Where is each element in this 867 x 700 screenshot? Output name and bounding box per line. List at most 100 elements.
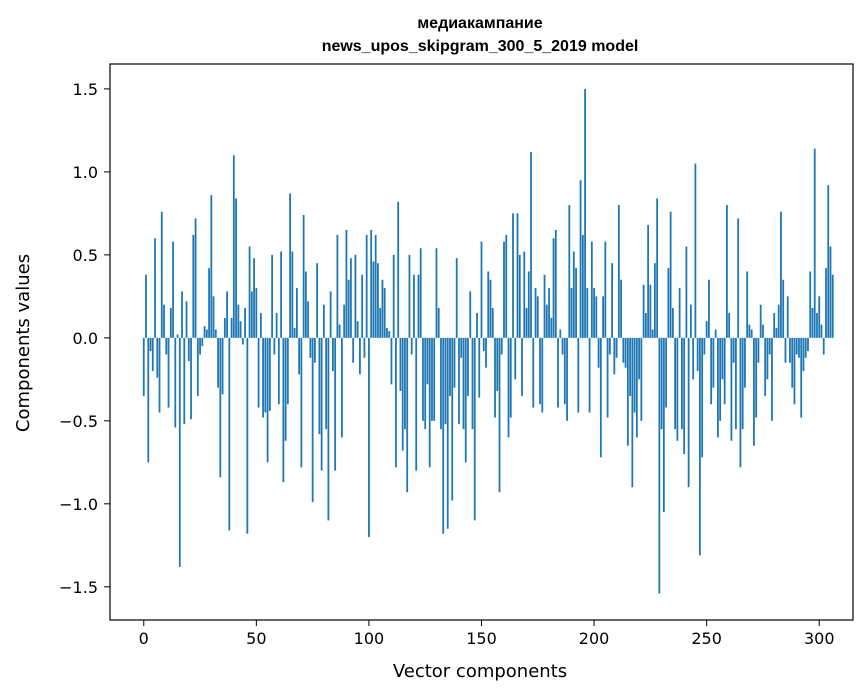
bar <box>419 248 422 338</box>
bar <box>744 337 746 388</box>
bar <box>692 337 695 380</box>
bar <box>304 271 307 338</box>
bar <box>489 279 492 338</box>
bar <box>512 213 514 338</box>
bar <box>561 337 564 355</box>
bar <box>545 304 548 338</box>
bar <box>205 329 208 338</box>
bar <box>158 337 161 413</box>
bar <box>683 337 686 455</box>
bar <box>818 296 821 338</box>
bar <box>471 337 474 430</box>
bar <box>226 291 228 338</box>
bar <box>649 284 652 338</box>
bar <box>262 337 264 418</box>
bar <box>597 337 600 368</box>
bar <box>746 271 749 338</box>
bar <box>190 337 192 420</box>
bar <box>397 201 400 338</box>
bar <box>581 234 584 338</box>
bar <box>392 254 395 338</box>
bar <box>160 211 163 338</box>
bar <box>825 268 827 338</box>
chart-title-line-2: news_upos_skipgram_300_5_2019 model <box>322 38 639 55</box>
x-tick-label: 50 <box>246 629 266 648</box>
bar <box>509 337 512 418</box>
bar <box>487 271 490 338</box>
bar <box>433 337 436 421</box>
bar <box>280 251 283 338</box>
bar <box>525 307 528 338</box>
bar <box>570 288 573 338</box>
x-axis-label: Vector components <box>393 661 567 682</box>
bar <box>708 279 710 338</box>
bar <box>608 337 611 355</box>
bar <box>154 238 156 338</box>
bar <box>374 234 377 338</box>
bar <box>527 271 530 338</box>
bar <box>266 337 269 463</box>
bar <box>703 337 706 355</box>
bar <box>368 337 370 538</box>
bar <box>284 337 287 441</box>
bar <box>334 337 337 471</box>
bar <box>723 337 726 405</box>
bar <box>372 261 375 338</box>
bar <box>660 337 663 430</box>
bar <box>557 337 559 408</box>
bar <box>363 337 366 358</box>
bar <box>811 307 814 338</box>
bar <box>370 229 373 338</box>
x-tick-label: 150 <box>466 629 497 648</box>
bar <box>404 337 406 430</box>
bar <box>338 324 341 338</box>
bar <box>829 246 832 338</box>
bar <box>566 337 568 421</box>
bar <box>728 312 731 338</box>
bar <box>667 268 670 338</box>
bar <box>694 163 697 338</box>
bar <box>399 337 402 391</box>
bar <box>379 307 382 338</box>
bar <box>453 337 456 388</box>
bar <box>602 296 604 338</box>
bar <box>536 296 539 338</box>
bar <box>377 263 379 338</box>
bar <box>804 337 807 358</box>
x-tick-label: 100 <box>354 629 385 648</box>
bar <box>386 327 388 338</box>
bar <box>710 337 713 405</box>
bar <box>311 337 314 503</box>
bar <box>395 337 397 468</box>
bar <box>503 241 505 338</box>
bar <box>613 337 616 375</box>
bar <box>442 337 445 534</box>
bar <box>606 337 609 418</box>
y-axis-ticks: −1.5 −1.0 −0.5 0.0 0.5 1.0 1.5 <box>59 80 110 597</box>
bar <box>307 301 310 338</box>
bar <box>532 337 535 408</box>
bar <box>460 337 463 358</box>
bar <box>491 307 494 338</box>
bar <box>771 337 773 421</box>
bar <box>773 312 776 338</box>
bar <box>737 218 740 338</box>
bar <box>831 274 834 338</box>
bar <box>768 337 771 355</box>
bar <box>699 337 701 556</box>
bar <box>631 337 634 488</box>
bar <box>595 296 598 338</box>
bar <box>228 337 231 531</box>
bar <box>275 312 278 338</box>
bar <box>712 337 715 388</box>
bar <box>244 307 246 338</box>
bar <box>642 284 645 338</box>
bar <box>753 337 755 446</box>
bar <box>316 263 319 338</box>
bar <box>289 193 292 338</box>
plot-frame <box>109 63 854 621</box>
bar <box>656 198 659 338</box>
bar <box>235 198 237 338</box>
bar <box>620 279 622 338</box>
bar <box>464 337 467 463</box>
